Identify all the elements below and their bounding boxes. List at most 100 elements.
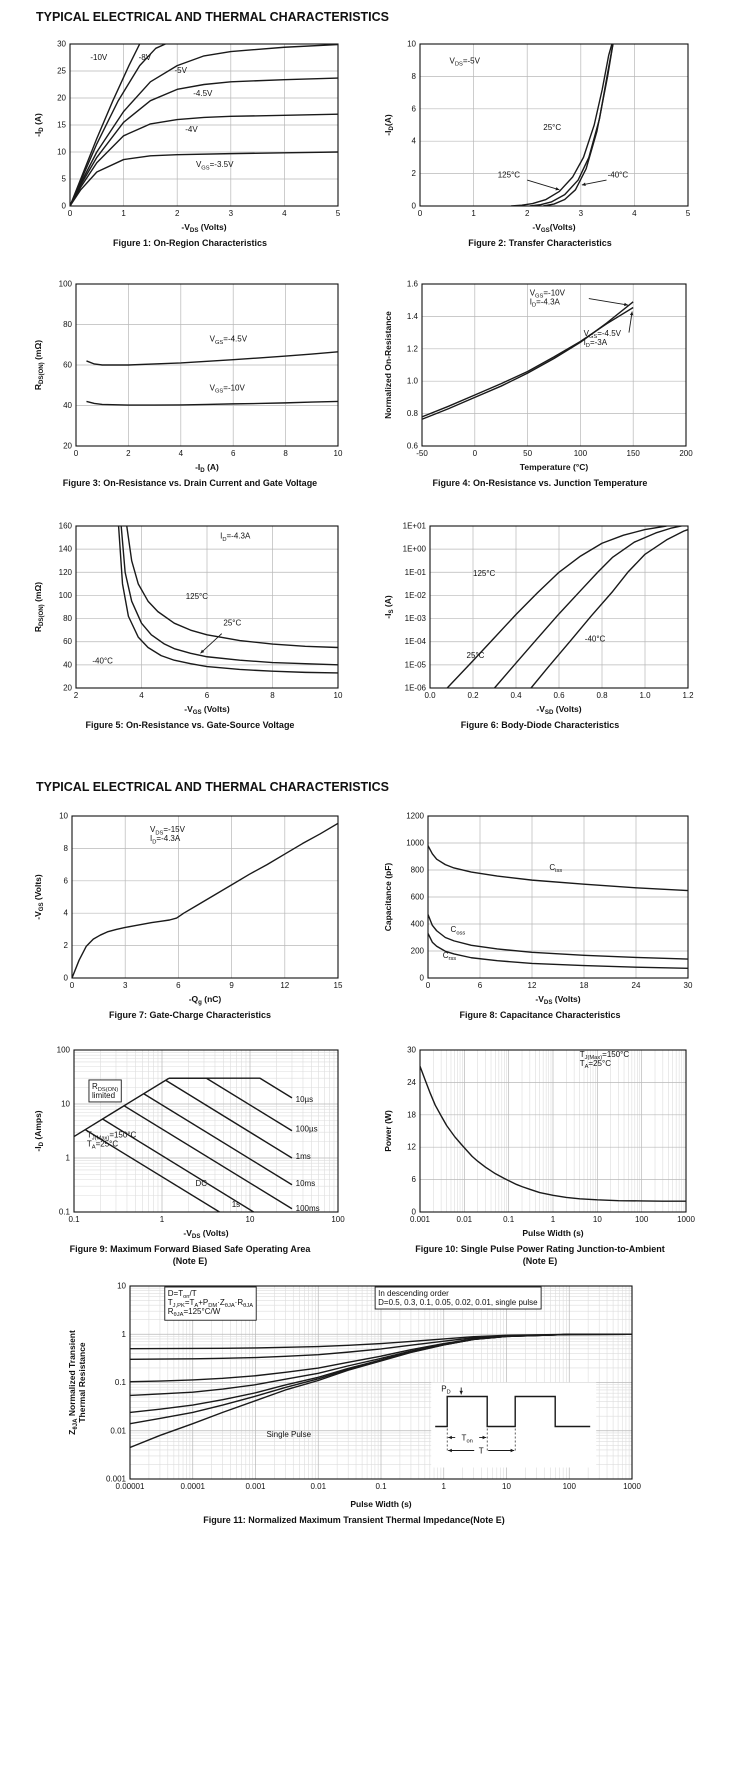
svg-text:100ms: 100ms	[296, 1204, 320, 1213]
svg-text:0.001: 0.001	[106, 1475, 127, 1484]
svg-text:3: 3	[229, 209, 234, 218]
svg-text:8: 8	[270, 691, 275, 700]
svg-text:0: 0	[420, 974, 425, 983]
svg-text:2: 2	[126, 449, 131, 458]
svg-text:VDS=-5V: VDS=-5V	[449, 56, 480, 67]
svg-text:6: 6	[176, 981, 181, 990]
svg-text:Pulse Width (s): Pulse Width (s)	[522, 1228, 583, 1238]
svg-text:40: 40	[63, 401, 72, 410]
svg-text:-VDS (Volts): -VDS (Volts)	[535, 994, 580, 1006]
svg-text:Temperature (°C): Temperature (°C)	[520, 462, 589, 472]
svg-text:40: 40	[63, 660, 72, 669]
svg-text:PD: PD	[441, 1385, 451, 1396]
svg-text:100µs: 100µs	[296, 1124, 318, 1133]
svg-text:18: 18	[580, 981, 589, 990]
svg-text:12: 12	[407, 1143, 416, 1152]
svg-text:VGS=-4.5V: VGS=-4.5V	[584, 329, 622, 340]
svg-text:4: 4	[412, 137, 417, 146]
svg-text:6: 6	[231, 449, 236, 458]
svg-text:4: 4	[632, 209, 637, 218]
svg-text:0.00001: 0.00001	[116, 1482, 145, 1491]
svg-text:TJ,PK=TA+PDM·ZθJA·RθJA: TJ,PK=TA+PDM·ZθJA·RθJA	[168, 1298, 253, 1309]
svg-text:RDS(ON): RDS(ON)	[92, 1082, 118, 1093]
svg-text:1ms: 1ms	[296, 1152, 311, 1161]
figure-3-caption: Figure 3: On-Resistance vs. Drain Curren…	[62, 478, 318, 488]
svg-text:D=Ton/T: D=Ton/T	[168, 1289, 197, 1300]
svg-text:10: 10	[502, 1482, 511, 1491]
svg-text:100: 100	[635, 1215, 649, 1224]
section-title-2: TYPICAL ELECTRICAL AND THERMAL CHARACTER…	[36, 780, 390, 794]
svg-text:30: 30	[684, 981, 693, 990]
svg-text:0: 0	[412, 1208, 417, 1217]
svg-text:1000: 1000	[623, 1482, 641, 1491]
svg-text:RDS(ON) (mΩ): RDS(ON) (mΩ)	[33, 340, 45, 390]
svg-text:-IS (A): -IS (A)	[383, 595, 395, 619]
svg-text:-VGS(Volts): -VGS(Volts)	[532, 222, 575, 234]
svg-text:100: 100	[59, 280, 73, 289]
svg-text:6: 6	[64, 876, 69, 885]
svg-text:20: 20	[57, 94, 66, 103]
svg-text:1000: 1000	[406, 839, 424, 848]
figure-2-caption: Figure 2: Transfer Characteristics	[468, 238, 612, 248]
svg-text:0.01: 0.01	[110, 1426, 126, 1435]
svg-text:1200: 1200	[406, 812, 424, 821]
svg-text:-ID (A): -ID (A)	[33, 113, 45, 137]
figure-7: 0 3 6 9 12 15 0 2 4 6 8 10 VDS=-15V ID=-4.3A -Qg (nC) -…	[30, 808, 350, 1022]
svg-text:2: 2	[175, 209, 180, 218]
svg-text:60: 60	[63, 637, 72, 646]
svg-text:120: 120	[59, 568, 73, 577]
svg-text:RDS(ON) (mΩ): RDS(ON) (mΩ)	[33, 582, 45, 632]
svg-text:1E-04: 1E-04	[405, 637, 427, 646]
svg-text:100: 100	[59, 591, 73, 600]
svg-text:DC: DC	[195, 1179, 207, 1188]
svg-text:5: 5	[686, 209, 691, 218]
svg-text:Ton: Ton	[462, 1433, 473, 1444]
svg-text:100: 100	[574, 449, 588, 458]
figure-4-caption: Figure 4: On-Resistance vs. Junction Tem…	[432, 478, 648, 488]
svg-text:60: 60	[63, 361, 72, 370]
figure-8-caption: Figure 8: Capacitance Characteristics	[459, 1010, 621, 1020]
svg-text:Pulse Width (s): Pulse Width (s)	[350, 1499, 411, 1509]
svg-text:30: 30	[57, 40, 66, 49]
svg-text:125°C: 125°C	[498, 171, 521, 180]
svg-text:ID=-3A: ID=-3A	[584, 338, 608, 349]
svg-text:0.1: 0.1	[115, 1378, 127, 1387]
svg-text:RθJA=125°C/W: RθJA=125°C/W	[168, 1307, 221, 1318]
figure-5-caption: Figure 5: On-Resistance vs. Gate-Source …	[85, 720, 295, 730]
svg-text:-10V: -10V	[90, 53, 108, 62]
svg-text:10: 10	[246, 1215, 255, 1224]
svg-text:3: 3	[123, 981, 128, 990]
svg-text:8: 8	[283, 449, 288, 458]
figure-3: 0 2 4 6 8 10 20 40 60 80 100 VGS=-4.5V VGS=-10V -ID (…	[30, 276, 350, 490]
svg-text:2: 2	[64, 941, 69, 950]
figure-6-caption: Figure 6: Body-Diode Characteristics	[460, 720, 620, 730]
svg-text:25°C: 25°C	[543, 123, 561, 132]
svg-text:15: 15	[334, 981, 343, 990]
svg-text:150: 150	[627, 449, 641, 458]
svg-text:18: 18	[407, 1110, 416, 1119]
svg-text:Thermal Resistance: Thermal Resistance	[77, 1342, 87, 1423]
section-title-1: TYPICAL ELECTRICAL AND THERMAL CHARACTER…	[36, 10, 390, 24]
svg-text:-40°C: -40°C	[608, 171, 629, 180]
svg-text:0.1: 0.1	[375, 1482, 387, 1491]
svg-text:24: 24	[632, 981, 641, 990]
svg-text:-Qg (nC): -Qg (nC)	[189, 994, 222, 1006]
svg-text:100: 100	[57, 1046, 71, 1055]
svg-text:20: 20	[63, 442, 72, 451]
svg-text:0.2: 0.2	[467, 691, 479, 700]
svg-text:200: 200	[411, 947, 425, 956]
svg-text:1000: 1000	[677, 1215, 695, 1224]
svg-text:1: 1	[122, 1330, 127, 1339]
svg-text:0: 0	[473, 449, 478, 458]
svg-text:Crss: Crss	[443, 951, 457, 962]
svg-text:-VDS (Volts): -VDS (Volts)	[183, 1228, 228, 1240]
figure-9: 0.1 1 10 100 0.1 1 10 100 RDS(ON) limited TJ(Max)=…	[30, 1042, 350, 1267]
svg-text:-5V: -5V	[175, 66, 188, 75]
figure-10-caption: Figure 10: Single Pulse Power Rating Jun…	[415, 1244, 665, 1266]
svg-text:Normalized On-Resistance: Normalized On-Resistance	[383, 311, 393, 419]
svg-text:Single Pulse: Single Pulse	[267, 1430, 312, 1439]
svg-text:400: 400	[411, 920, 425, 929]
svg-text:0.1: 0.1	[59, 1208, 71, 1217]
svg-text:4: 4	[282, 209, 287, 218]
svg-text:25°C: 25°C	[467, 651, 485, 660]
